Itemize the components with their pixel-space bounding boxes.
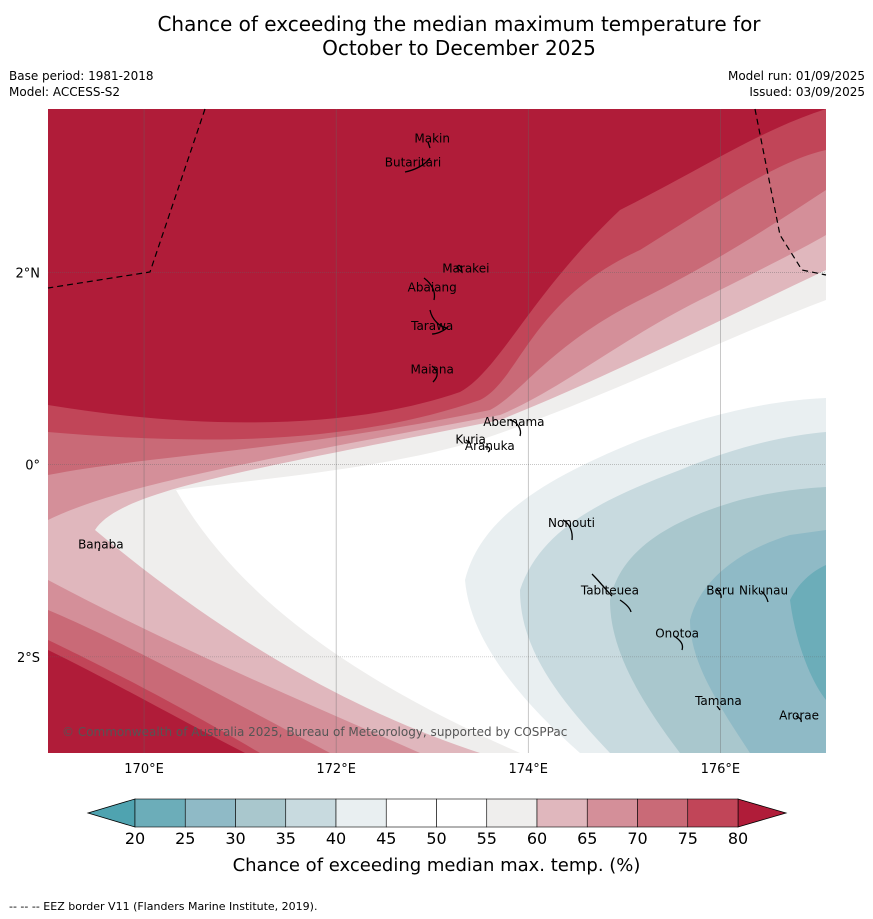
- colorbar-tick-label: 65: [577, 829, 597, 848]
- colorbar-segment: [436, 798, 488, 828]
- place-label: Butaritari: [385, 156, 442, 170]
- colorbar-segment: [385, 798, 437, 828]
- lon-tick-label: 170°E: [124, 762, 164, 777]
- lat-tick-label: 0°: [25, 459, 40, 474]
- colorbar-segment: [134, 798, 186, 828]
- place-label: Tabiteuea: [580, 583, 639, 597]
- colorbar-tick-label: 20: [125, 829, 145, 848]
- colorbar-tick-label: 40: [326, 829, 346, 848]
- colorbar: 20 25 30 35 40 45 50 55 60 65 70 75 80 Chance of exce…: [86, 798, 788, 876]
- lat-tick-label: 2°S: [17, 651, 40, 666]
- map-title: Chance of exceeding the median maximum t…: [0, 12, 873, 60]
- eez-border-east: [754, 108, 827, 276]
- atoll-abemama: [509, 419, 522, 437]
- colorbar-tick-label: 45: [376, 829, 396, 848]
- place-label: Tamana: [694, 694, 742, 708]
- meta-left: Base period: 1981-2018 Model: ACCESS-S2: [9, 68, 154, 100]
- atoll-marakei: [456, 264, 463, 274]
- colorbar-segment: [235, 798, 287, 828]
- meta-right: Model run: 01/09/2025 Issued: 03/09/2025: [728, 68, 865, 100]
- copyright-notice: © Commonwealth of Australia 2025, Bureau…: [62, 725, 567, 739]
- band-25-30: [690, 530, 826, 753]
- place-label: Aranuka: [465, 439, 515, 453]
- place-label: Makin: [414, 132, 450, 146]
- colorbar-tick-label: 50: [426, 829, 446, 848]
- colorbar-tick-label: 75: [678, 829, 698, 848]
- eez-borders: [47, 108, 827, 289]
- atoll-aranuka: [484, 446, 491, 453]
- colorbar-segment: [687, 798, 739, 828]
- colorbar-tick-label: 70: [627, 829, 647, 848]
- atoll-tarawa: [429, 309, 449, 335]
- probability-map: [48, 109, 826, 753]
- place-label: Tarawa: [410, 319, 453, 333]
- place-label: Nikunau: [739, 583, 788, 597]
- eez-border-west: [47, 108, 206, 289]
- atoll-tabiteuea: [591, 573, 632, 613]
- colorbar-segment: [637, 798, 689, 828]
- model-run: Model run: 01/09/2025: [727, 69, 865, 83]
- colorbar-segment: [586, 798, 638, 828]
- lon-tick-label: 176°E: [701, 762, 741, 777]
- place-label: Nonouti: [548, 516, 595, 530]
- place-label: Beru: [706, 583, 734, 597]
- graticule: [48, 109, 826, 753]
- place-label: Maiana: [411, 362, 454, 376]
- place-label: Abemama: [483, 415, 544, 429]
- place-label: Arorae: [779, 708, 819, 722]
- issued-date: Issued: 03/09/2025: [749, 85, 865, 99]
- place-label: Banaba: [78, 537, 124, 551]
- base-period: Base period: 1981-2018: [9, 69, 154, 83]
- atoll-beru: [716, 588, 722, 599]
- place-label: Abaiang: [408, 281, 457, 295]
- atoll-maiana: [431, 365, 438, 383]
- lon-tick-label: 174°E: [508, 762, 548, 777]
- atoll-nikunau: [760, 590, 769, 603]
- colorbar-over-arrow: [737, 798, 788, 828]
- atoll-tamana: [716, 705, 721, 711]
- title-line-1: Chance of exceeding the median maximum t…: [157, 12, 761, 36]
- colorbar-under-arrow: [86, 798, 136, 828]
- colorbar-tick-label: 60: [527, 829, 547, 848]
- axis-tick-labels: 170°E 172°E 174°E 176°E 2°N 0° 2°S: [16, 266, 741, 777]
- lat-tick-label: 2°N: [16, 266, 41, 281]
- atoll-nonouti: [562, 519, 573, 541]
- colorbar-tick-label: 80: [728, 829, 748, 848]
- atoll-onotoa: [673, 635, 684, 651]
- atoll-butaritari: [404, 157, 431, 173]
- place-label: Kuria: [455, 432, 486, 446]
- place-label: Marakei: [442, 261, 489, 275]
- colorbar-segment: [335, 798, 387, 828]
- place-labels: Makin Butaritari Marakei Abaiang Tarawa Maian…: [78, 132, 819, 723]
- colorbar-segment: [536, 798, 588, 828]
- colorbar-tick-label: 30: [225, 829, 245, 848]
- atoll-arorae: [795, 715, 802, 723]
- atoll-makin: [427, 141, 431, 149]
- atoll-abaiang: [423, 277, 436, 301]
- title-line-2: October to December 2025: [322, 36, 596, 60]
- atoll-kuria: [465, 439, 472, 445]
- colorbar-title: Chance of exceeding median max. temp. (%…: [233, 855, 641, 876]
- colorbar-segment: [285, 798, 337, 828]
- colorbar-segment: [184, 798, 236, 828]
- place-label: Onotoa: [655, 627, 699, 641]
- band-over-80-south: [48, 650, 245, 753]
- colorbar-tick-label: 35: [276, 829, 296, 848]
- colorbar-tick-label: 55: [477, 829, 497, 848]
- band-20-25: [790, 565, 826, 700]
- lon-tick-label: 172°E: [316, 762, 356, 777]
- colorbar-tick-label: 25: [175, 829, 195, 848]
- atolls: [98, 141, 802, 723]
- colorbar-segment: [486, 798, 538, 828]
- eez-footnote: -- -- -- EEZ border V11 (Flanders Marine…: [9, 900, 318, 913]
- model-name: Model: ACCESS-S2: [9, 85, 121, 99]
